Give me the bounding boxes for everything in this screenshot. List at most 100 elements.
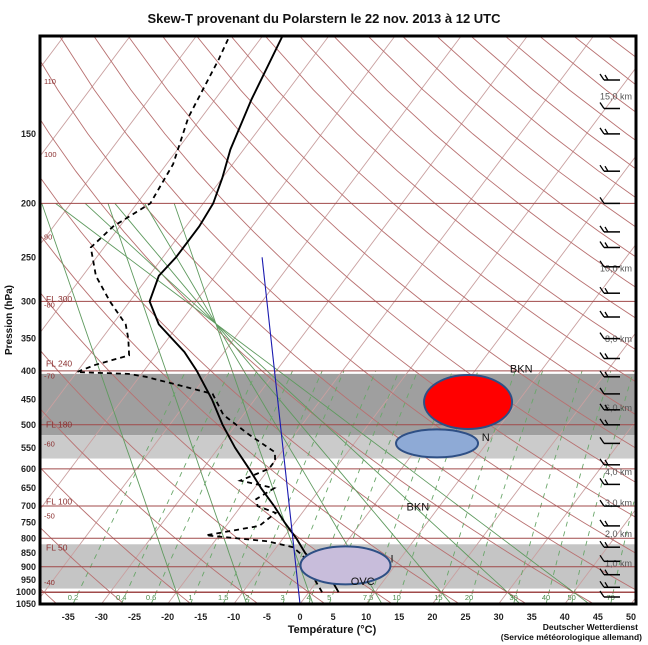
y-tick-label: 1050 [16, 599, 36, 609]
series-line [148, 36, 340, 593]
mixing-ratio-line [513, 370, 583, 604]
dry-adiabat [40, 118, 595, 604]
mixing-ratio-line [120, 370, 231, 604]
dry-adiabat [40, 349, 326, 604]
wind-barb-flag [599, 554, 605, 562]
wind-barb-flag [599, 332, 605, 339]
dry-adiabat-label: 110 [44, 77, 56, 86]
moist-adiabat [41, 203, 181, 604]
wind-barb [599, 241, 620, 249]
dry-adiabat-label: -60 [44, 439, 55, 448]
wind-barb [599, 478, 620, 486]
mixing-ratio-label: 40 [542, 593, 550, 602]
dry-adiabat [401, 36, 636, 228]
isotherm-line [167, 36, 594, 604]
wind-barb-flag [604, 404, 609, 411]
wind-barb [599, 332, 620, 340]
x-tick-label: -35 [62, 612, 75, 622]
x-tick-label: -20 [161, 612, 174, 622]
y-tick-label: 750 [21, 518, 36, 528]
wind-barb [599, 352, 620, 360]
isotherm-line [40, 36, 396, 511]
cloud-band [40, 435, 636, 459]
mixing-ratio-line [367, 370, 453, 604]
wind-barb [599, 590, 620, 598]
wind-barb [599, 370, 620, 378]
mixing-ratio-line [190, 370, 293, 604]
dry-adiabat [162, 36, 636, 449]
mixing-ratio-line [437, 370, 516, 604]
flight-level-label: FL 100 [46, 497, 72, 507]
wind-barb-flag [604, 242, 609, 248]
flight-level-label: FL 240 [46, 359, 72, 369]
isotherm-line [365, 243, 636, 604]
y-tick-label: 550 [21, 443, 36, 453]
mixing-ratio-line [150, 370, 258, 604]
wind-barb [599, 164, 620, 172]
mixing-ratio-label: 5 [327, 593, 331, 602]
cloud-label: BKN [407, 502, 430, 514]
wind-barb-flag [604, 165, 609, 172]
x-tick-label: 35 [527, 612, 537, 622]
isotherm-line [40, 36, 197, 246]
mixing-ratio-label: 0.2 [68, 593, 78, 602]
cloud-label: N [482, 432, 490, 444]
wind-barb-flag [599, 387, 605, 395]
flight-level-label: FL 180 [46, 420, 72, 430]
mixing-ratio-line [396, 370, 479, 604]
isotherm-line [40, 36, 131, 158]
wind-barb-flag [604, 287, 609, 294]
series-line [76, 36, 323, 593]
wind-barb-flag [604, 371, 609, 378]
isotherm-line [101, 36, 528, 604]
x-tick-label: 25 [460, 612, 470, 622]
altitude-label: 1,0 km [605, 558, 632, 568]
x-tick-label: 15 [394, 612, 404, 622]
wind-barb-flag [599, 225, 605, 233]
cloud-marker [299, 545, 392, 586]
x-tick-label: 0 [297, 612, 302, 622]
moist-adiabat [84, 203, 521, 604]
y-tick-label: 950 [21, 575, 36, 585]
mixing-ratio-line [468, 370, 544, 604]
wind-barb-flag [599, 310, 605, 318]
wind-barb-flag [604, 353, 609, 359]
wind-barb-flag [604, 311, 609, 318]
y-tick-label: 500 [21, 420, 36, 430]
wind-barb-flag [599, 590, 605, 598]
wind-barb-flag [599, 499, 605, 507]
dry-adiabat [539, 36, 636, 113]
mixing-ratio-label: 0.6 [146, 593, 156, 602]
wind-barb-flag [599, 478, 605, 485]
annotation-labels: 0.20.40.611.523457.510152030405070BKNNBK… [44, 77, 632, 602]
plot-frame [38, 34, 638, 606]
wind-barb [599, 127, 620, 135]
wind-barb [599, 225, 620, 233]
wind-barb-flag [599, 352, 605, 359]
wind-barb-flag [599, 580, 605, 588]
wind-barb [599, 554, 620, 563]
wind-barb-flag [599, 437, 605, 444]
isotherm-line [40, 36, 263, 334]
grid [40, 36, 636, 604]
mixing-ratio-label: 1 [188, 593, 192, 602]
x-tick-label: 5 [331, 612, 336, 622]
altitude-label: 6,0 km [605, 403, 632, 413]
isotherm-line [630, 596, 636, 604]
credit-line-1: Deutscher Wetterdienst [543, 622, 638, 632]
wind-barb-flag [599, 519, 605, 527]
dry-adiabat [504, 36, 636, 142]
x-tick-label: 40 [560, 612, 570, 622]
wind-barb-flag [604, 520, 609, 527]
flight-level-label: FL 50 [46, 543, 68, 553]
y-tick-label: 250 [21, 252, 36, 262]
x-tick-label: -10 [227, 612, 240, 622]
cloud-label: OVC [351, 576, 375, 588]
wind-barb-flag [599, 127, 605, 135]
axes: 1502002503003504004505005506006507007508… [16, 129, 636, 622]
cloud-label: BKN [510, 364, 533, 376]
altitude-label: 4,0 km [605, 467, 632, 477]
dry-adiabat-label: -80 [44, 301, 55, 310]
wind-barb-flag [604, 226, 609, 233]
